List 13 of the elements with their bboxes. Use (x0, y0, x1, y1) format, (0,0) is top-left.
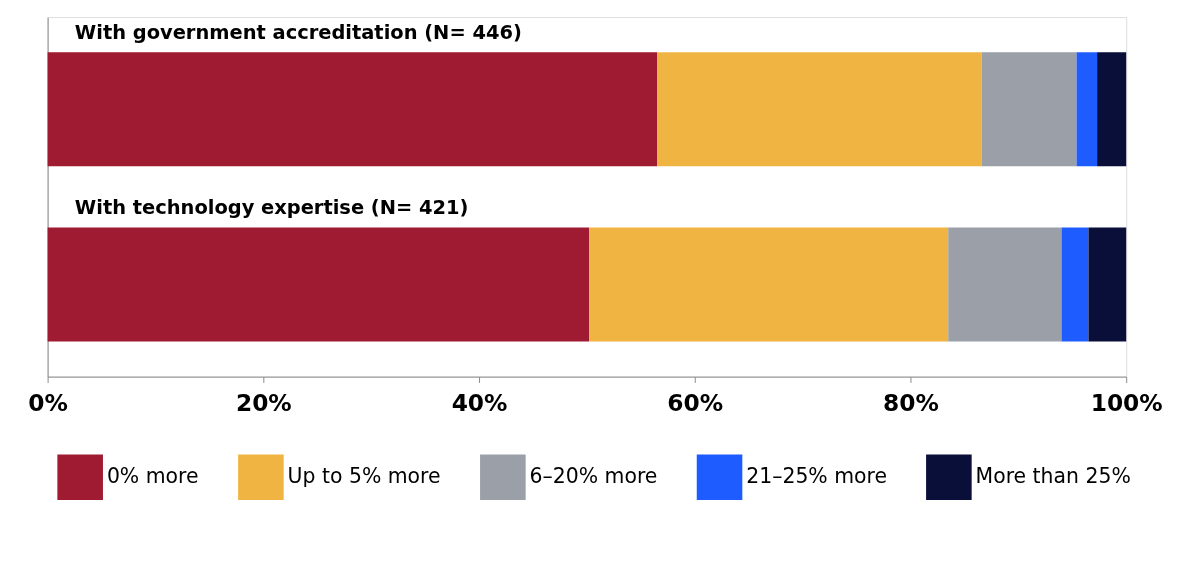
legend-label: Up to 5% more (287, 464, 441, 489)
x-tick-label: 20% (235, 389, 292, 417)
legend-label: 6–20% more (529, 464, 658, 489)
y-tick-label: With government accreditation (N= 446) (74, 20, 522, 44)
x-tick-label: 80% (883, 389, 939, 417)
legend-label: 21–25% more (746, 464, 888, 489)
x-tick-label: 100% (1090, 389, 1163, 417)
x-tick-label: 40% (451, 389, 508, 417)
legend-label: 0% more (106, 464, 199, 489)
x-tick-label: 0% (28, 389, 68, 417)
y-tick-label: With technology expertise (N= 421) (74, 195, 469, 219)
x-tick-label: 60% (667, 389, 724, 417)
legend-label: More than 25% (975, 464, 1131, 489)
